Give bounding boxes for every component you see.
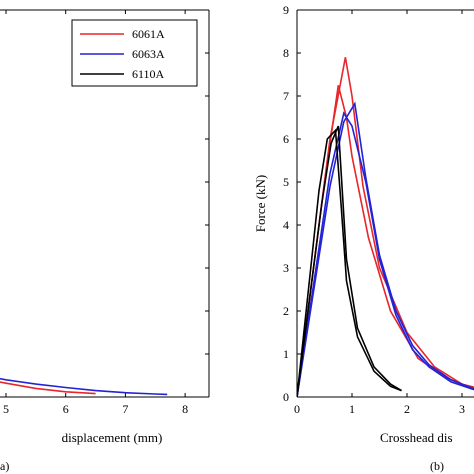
panel-a-x-tick-label: 8 [182,402,188,416]
panel-a-x-tick-label: 6 [63,402,69,416]
panel-b-y-tick-label: 5 [283,175,289,189]
panel-b-y-axis-label: Force (kN) [253,175,268,232]
panel-b-panel-label: (b) [430,459,444,473]
panel-b-series-6110A-line [297,128,402,398]
legend-label-6110A: 6110A [132,67,165,81]
panel-a-series-6061A-line [0,381,96,395]
panel-b-y-tick-label: 6 [283,132,289,146]
panel-a-x-tick-label: 5 [3,402,9,416]
panel-b-y-tick-label: 8 [283,46,289,60]
panel-b-y-tick-label: 0 [283,390,289,404]
panel-b-x-tick-label: 2 [404,402,410,416]
legend-label-6061A: 6061A [132,27,165,41]
panel-a-x-axis-label: displacement (mm) [62,430,163,445]
panel-a-x-tick-label: 7 [122,402,128,416]
legend-box [71,19,198,87]
panel-b-y-tick-label: 9 [283,3,289,17]
panel-b-x-tick-label: 3 [459,402,465,416]
panel-b-x-tick-label: 1 [349,402,355,416]
panel-b-y-tick-label: 3 [283,261,289,275]
panel-b-x-axis-label: Crosshead dis [380,430,453,445]
panel-b-y-tick-label: 1 [283,347,289,361]
panel-b-series-6063A-line [297,101,474,398]
panel-b-series-6110A-line [297,125,402,398]
panel-a-panel-label: a) [0,459,9,473]
panel-b-series-6061A-line [297,57,474,398]
panel-b-y-tick-label: 2 [283,304,289,318]
legend-label-6063A: 6063A [132,47,165,61]
panel-b-series-6063A-line [297,111,474,398]
panel-b-y-tick-label: 7 [283,89,289,103]
panel-a-series-6063A-line [0,377,168,396]
panel-b-x-tick-label: 0 [294,402,300,416]
panel-b-y-tick-label: 4 [283,218,289,232]
